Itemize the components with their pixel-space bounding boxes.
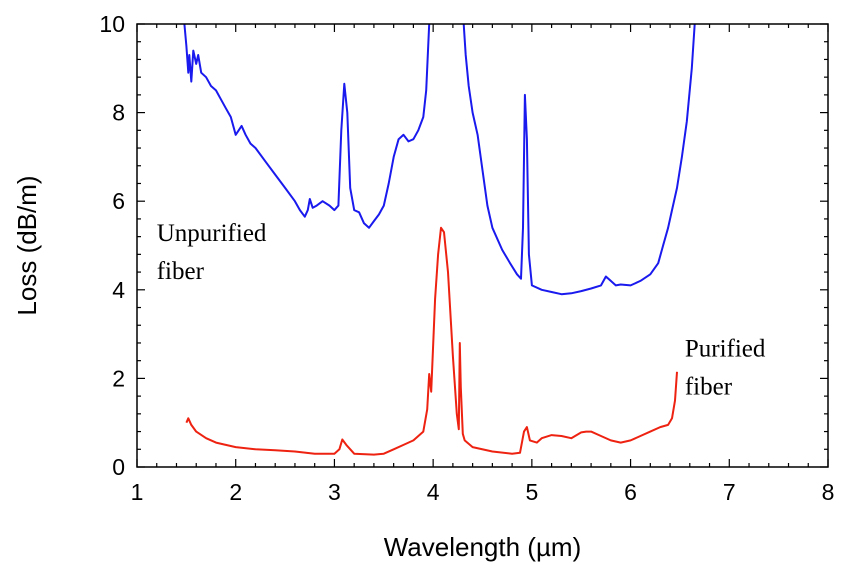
annotation-purified-line-0: Purified (685, 335, 766, 362)
x-tick-label: 1 (131, 479, 144, 505)
x-tick-labels: 1 2 3 4 5 6 7 8 (131, 479, 835, 505)
series-line-0 (183, 24, 696, 296)
x-tick-label: 4 (427, 479, 440, 505)
x-tick-label: 3 (328, 479, 341, 505)
y-tick-label: 6 (112, 188, 125, 214)
x-tick-label: 7 (723, 479, 736, 505)
y-tick-label: 10 (99, 11, 125, 37)
series-layer (183, 24, 696, 456)
x-tick-label: 6 (624, 479, 637, 505)
ticks-layer (136, 23, 829, 468)
y-tick-label: 2 (112, 365, 125, 391)
y-tick-labels: 0 2 4 6 8 10 (99, 11, 125, 480)
y-tick-label: 8 (112, 100, 125, 126)
series-line-1 (185, 226, 678, 456)
plot-frame (136, 23, 829, 468)
annotations: Unpurified fiber Purified fiber (157, 220, 766, 400)
annotation-purified-line-1: fiber (685, 373, 733, 400)
y-axis-title: Loss (dB/m) (12, 175, 42, 315)
x-axis-title: Wavelength (µm) (384, 532, 582, 562)
x-tick-label: 8 (822, 479, 835, 505)
annotation-unpurified-line-0: Unpurified (157, 220, 267, 247)
y-tick-label: 4 (112, 277, 125, 303)
x-tick-label: 2 (229, 479, 242, 505)
x-tick-label: 5 (525, 479, 538, 505)
annotation-unpurified-line-1: fiber (157, 258, 205, 285)
y-tick-label: 0 (112, 454, 125, 480)
